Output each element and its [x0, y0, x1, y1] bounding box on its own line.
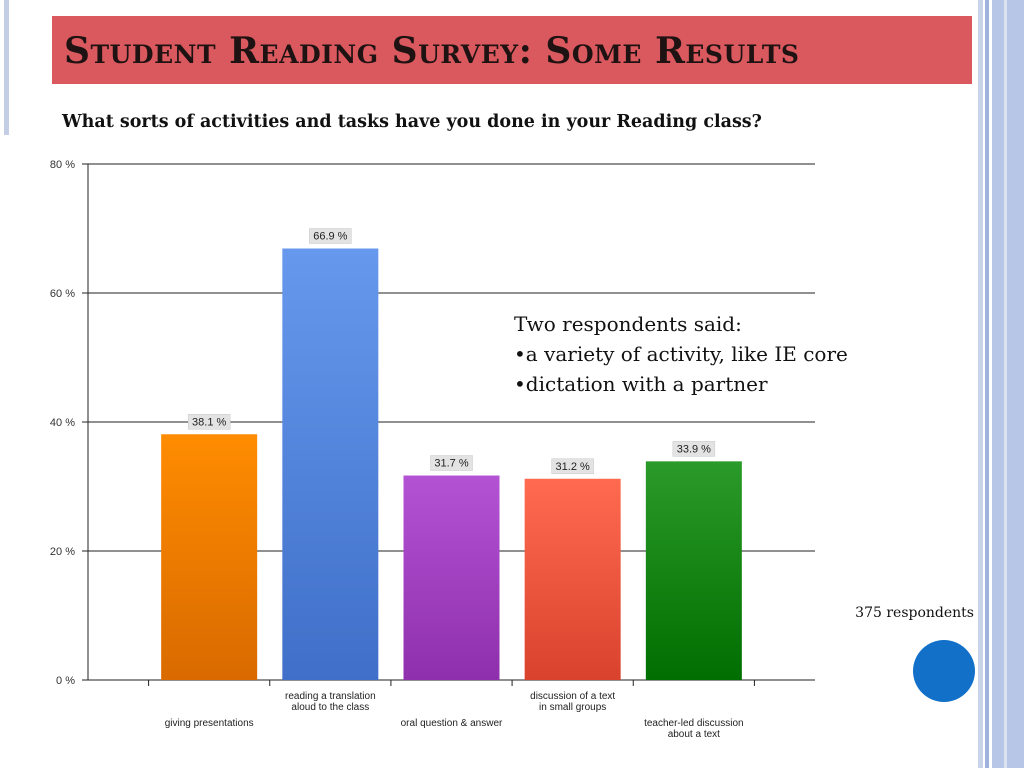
survey-question: What sorts of activities and tasks have … [62, 112, 762, 132]
y-tick-label: 40 % [50, 417, 75, 429]
decor-stripe [1004, 0, 1007, 768]
bar [403, 475, 500, 680]
x-tick-label: reading a translation [285, 691, 376, 702]
note-item: •a variety of activity, like IE core [514, 339, 848, 369]
data-label-box [672, 441, 716, 457]
decor-circle [913, 640, 975, 702]
bullet: • [514, 372, 526, 396]
x-tick-label: aloud to the class [291, 702, 369, 713]
y-tick-label: 80 % [50, 159, 75, 171]
data-label: 31.7 % [434, 458, 468, 470]
data-label: 31.2 % [556, 461, 590, 473]
x-tick-label: giving presentations [165, 718, 254, 729]
x-tick-label: oral question & answer [401, 718, 503, 729]
bar [161, 434, 258, 680]
decor-stripe [978, 0, 983, 768]
bar [645, 461, 742, 680]
respondent-note: Two respondents said: •a variety of acti… [514, 309, 848, 399]
bar [282, 248, 379, 680]
note-item: •dictation with a partner [514, 369, 848, 399]
data-label-box [309, 228, 352, 244]
data-label-box [430, 455, 473, 471]
y-tick-label: 0 % [56, 675, 75, 687]
x-tick-label: about a text [668, 729, 720, 740]
data-label: 38.1 % [192, 416, 226, 428]
x-tick-label: teacher-led discussion [644, 718, 744, 729]
bullet: • [514, 342, 526, 366]
decor-left-line [4, 0, 9, 135]
x-tick-label: discussion of a text [530, 691, 615, 702]
bar-chart: 0 % 20 % 40 % 60 % 80 % 38.1 % giving presenta… [50, 159, 815, 740]
y-tick-label: 60 % [50, 288, 75, 300]
data-label: 33.9 % [677, 443, 711, 455]
data-label-box [187, 414, 231, 430]
x-tick-label: in small groups [539, 702, 606, 713]
respondent-count: 375 respondents [855, 605, 974, 621]
y-tick-label: 20 % [50, 546, 75, 558]
decor-stripe [985, 0, 989, 768]
note-heading: Two respondents said: [514, 312, 742, 336]
data-label: 66.9 % [313, 230, 347, 242]
note-item-text: dictation with a partner [525, 372, 768, 396]
data-label-box [551, 458, 594, 475]
decor-stripe [992, 0, 1024, 768]
title-bar: Student Reading Survey: Some Results [52, 16, 972, 84]
slide-title: Student Reading Survey: Some Results [64, 30, 800, 72]
bar [524, 478, 621, 680]
note-item-text: a variety of activity, like IE core [525, 342, 848, 366]
